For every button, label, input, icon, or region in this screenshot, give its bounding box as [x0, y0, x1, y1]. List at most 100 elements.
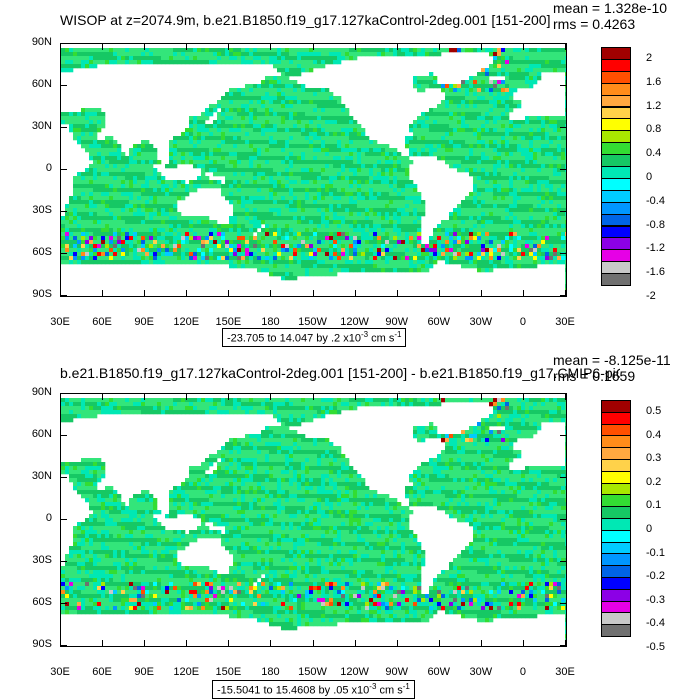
- map-cell: [205, 228, 210, 233]
- map-cell: [149, 156, 154, 161]
- map-cell: [389, 240, 394, 245]
- map-cell: [537, 172, 542, 177]
- map-cell: [497, 252, 502, 257]
- map-cell: [417, 148, 422, 153]
- map-cell: [333, 204, 338, 209]
- map-cell: [469, 156, 474, 161]
- map-cell: [305, 176, 310, 181]
- map-cell: [509, 120, 514, 125]
- map-cell: [105, 136, 110, 141]
- map-cell: [349, 200, 354, 205]
- map-cell: [489, 92, 494, 97]
- map-cell: [397, 160, 402, 165]
- map-cell: [453, 112, 458, 117]
- map-cell: [93, 252, 98, 257]
- map-cell: [149, 192, 154, 197]
- map-cell: [81, 64, 86, 69]
- map-cell: [193, 48, 198, 53]
- map-cell: [97, 124, 102, 129]
- map-cell: [281, 160, 286, 165]
- map-cell: [133, 160, 138, 165]
- map-cell: [329, 240, 334, 245]
- map-cell: [145, 220, 150, 225]
- map-cell: [309, 176, 314, 181]
- map-cell: [525, 212, 530, 217]
- map-cell: [113, 200, 118, 205]
- map-cell: [477, 200, 482, 205]
- map-cell: [485, 140, 490, 145]
- map-cell: [461, 144, 466, 149]
- map-cell: [149, 184, 154, 189]
- map-cell: [237, 136, 242, 141]
- map-cell: [337, 228, 342, 233]
- map-cell: [197, 256, 202, 261]
- map-cell: [333, 164, 338, 169]
- map-cell: [333, 140, 338, 145]
- map-cell: [73, 204, 78, 209]
- map-cell: [385, 148, 390, 153]
- map-cell: [429, 80, 434, 85]
- map-cell: [205, 256, 210, 261]
- map-cell: [397, 180, 402, 185]
- map-cell: [141, 176, 146, 181]
- map-cell: [69, 244, 74, 249]
- map-cell: [545, 212, 550, 217]
- map-cell: [361, 236, 366, 241]
- map-cell: [513, 172, 518, 177]
- map-cell: [321, 88, 326, 93]
- map-cell: [505, 180, 510, 185]
- map-cell: [285, 180, 290, 185]
- map-cell: [493, 236, 498, 241]
- map-cell: [93, 128, 98, 133]
- map-cell: [225, 248, 230, 253]
- map-cell: [357, 164, 362, 169]
- map-cell: [85, 64, 90, 69]
- map-cell: [241, 196, 246, 201]
- map-cell: [201, 116, 206, 121]
- map-cell: [549, 120, 554, 125]
- map-cell: [305, 164, 310, 169]
- map-cell: [117, 248, 122, 253]
- map-cell: [517, 48, 522, 53]
- map-cell: [269, 252, 274, 257]
- map-cell: [93, 56, 98, 61]
- map-cell: [561, 68, 566, 73]
- map-cell: [477, 84, 482, 89]
- map-cell: [345, 48, 350, 53]
- map-cell: [553, 52, 558, 57]
- map-cell: [381, 208, 386, 213]
- map-cell: [97, 260, 102, 265]
- map-cell: [549, 68, 554, 73]
- map-cell: [413, 52, 418, 57]
- map-cell: [553, 252, 558, 257]
- map-cell: [141, 48, 146, 53]
- map-cell: [109, 204, 114, 209]
- map-cell: [237, 212, 242, 217]
- map-cell: [373, 140, 378, 145]
- map-cell: [513, 216, 518, 221]
- map-cell: [365, 196, 370, 201]
- map-cell: [257, 220, 262, 225]
- map-cell: [277, 76, 282, 81]
- map-cell: [317, 128, 322, 133]
- map-cell: [393, 52, 398, 57]
- map-cell: [461, 48, 466, 53]
- map-cell: [509, 144, 514, 149]
- map-cell: [305, 108, 310, 113]
- map-cell: [549, 116, 554, 121]
- map-cell: [497, 228, 502, 233]
- map-cell: [393, 232, 398, 237]
- map-cell: [213, 60, 218, 65]
- map-cell: [457, 148, 462, 153]
- map-cell: [257, 96, 262, 101]
- map-cell: [349, 124, 354, 129]
- map-cell: [345, 196, 350, 201]
- map-cell: [485, 144, 490, 149]
- map-cell: [101, 172, 106, 177]
- map-cell: [185, 252, 190, 257]
- map-cell: [349, 256, 354, 261]
- map-cell: [289, 108, 294, 113]
- map-cell: [269, 116, 274, 121]
- map-cell: [481, 156, 486, 161]
- map-cell: [77, 212, 82, 217]
